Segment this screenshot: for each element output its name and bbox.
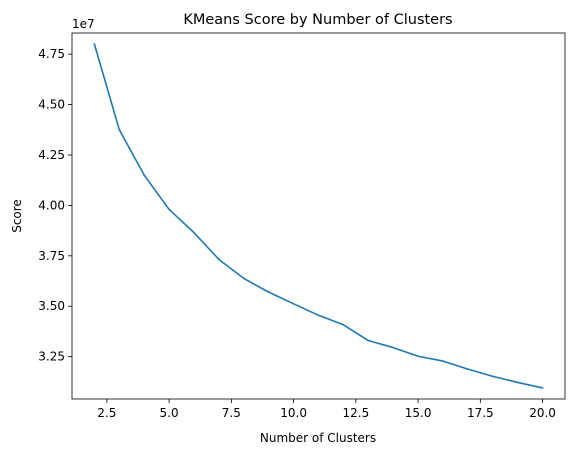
data-point: [516, 381, 519, 384]
series-layer: [93, 43, 544, 389]
y-axis-label: Score: [10, 199, 24, 233]
x-tick-label: 12.5: [342, 406, 369, 420]
x-tick-label: 15.0: [405, 406, 432, 420]
y-offset-text: 1e7: [72, 17, 95, 31]
data-point: [541, 387, 544, 389]
data-point: [193, 231, 195, 234]
data-point: [93, 43, 96, 45]
y-tick-label: 3.25: [38, 350, 65, 364]
x-tick-label: 5.0: [160, 406, 179, 420]
x-tick-label: 7.5: [222, 406, 241, 420]
data-point: [392, 346, 394, 349]
data-point: [267, 291, 270, 293]
data-point: [143, 174, 146, 176]
chart-title: KMeans Score by Number of Clusters: [183, 12, 452, 28]
x-tick-label: 2.5: [97, 406, 116, 420]
data-point: [243, 277, 245, 280]
plot-frame: [71, 32, 566, 400]
x-tick-label: 17.5: [467, 406, 494, 420]
y-tick-label: 4.75: [38, 47, 65, 61]
data-point: [317, 314, 320, 317]
plot-area: 2.5 5.0 7.5 10.0 12.5 15.0 17.5 20.0 3.253.503.…: [38, 32, 566, 420]
data-point: [442, 360, 444, 362]
data-point: [218, 258, 220, 261]
y-tick-label: 4.25: [38, 148, 65, 162]
data-point: [491, 375, 494, 378]
y-tick-label: 4.00: [38, 198, 65, 212]
x-tick-label: 20.0: [529, 406, 556, 420]
series-line-0: [93, 43, 543, 389]
data-point: [417, 355, 419, 358]
data-point: [342, 323, 345, 326]
data-point: [367, 339, 370, 342]
x-axis: 2.5 5.0 7.5 10.0 12.5 15.0 17.5 20.0: [97, 399, 556, 420]
data-point: [168, 208, 170, 211]
y-tick-label: 4.50: [38, 98, 65, 112]
x-axis-label: Number of Clusters: [260, 431, 376, 445]
x-tick-label: 10.0: [280, 406, 307, 420]
y-axis: 3.25 3.50 3.75 4.00 4.25 4.50 4.75: [38, 47, 72, 364]
data-point: [292, 303, 295, 305]
y-tick-label: 3.50: [38, 299, 65, 313]
data-point: [467, 368, 469, 370]
data-point: [118, 128, 121, 131]
y-tick-label: 3.75: [38, 249, 65, 263]
